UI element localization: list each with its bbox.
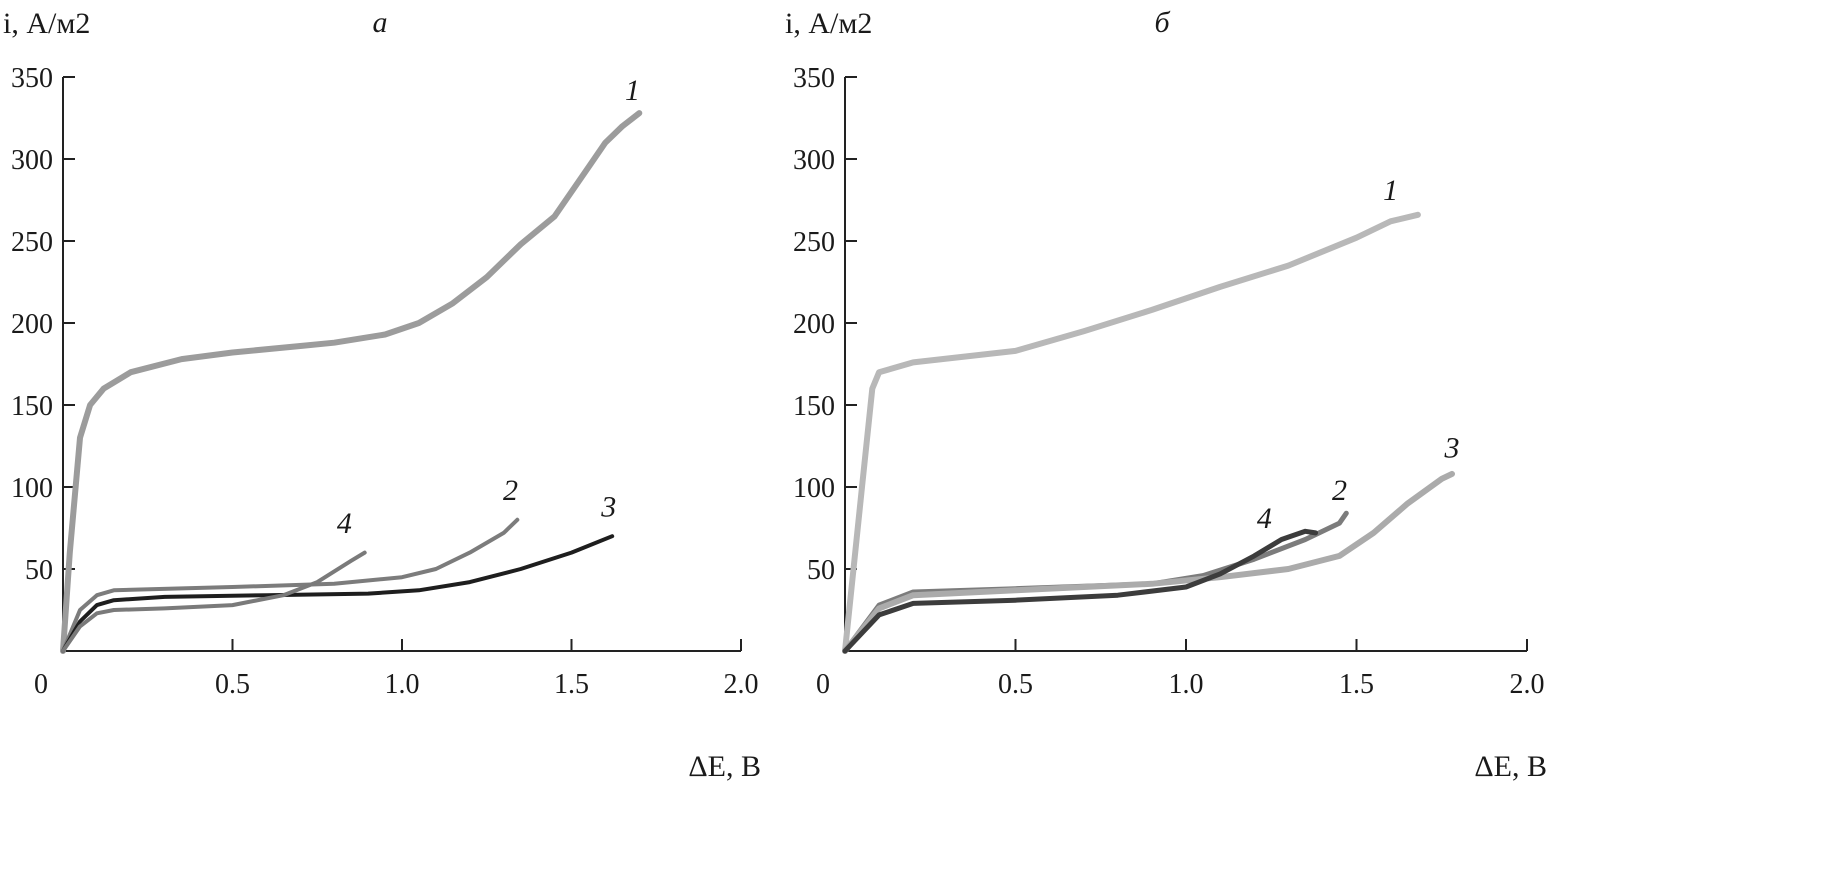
y-tick-label: 350 [793, 63, 835, 94]
series-label-4: 4 [337, 507, 352, 540]
series-line-1 [842, 211, 1421, 654]
panel-title: а [373, 6, 388, 39]
x-tick-label: 0 [34, 669, 48, 700]
y-tick-label: 100 [793, 473, 835, 504]
series-label-3: 3 [600, 491, 616, 524]
x-axis-label: ΔE, В [688, 750, 761, 783]
x-tick-label: 0 [816, 669, 830, 700]
panel-a: 50 100 150 200 250 300 350 0 0.5 1.0 1.5 2.0 а i, А/м… [3, 6, 761, 783]
x-tick-label: 2.0 [724, 669, 759, 700]
y-tick-label: 200 [11, 309, 53, 340]
series-label-3: 3 [1443, 431, 1459, 464]
series-line-4 [842, 528, 1319, 654]
y-tick-label: 250 [793, 227, 835, 258]
y-tick-label: 300 [793, 145, 835, 176]
series-line-1 [60, 110, 643, 654]
series-label-4: 4 [1257, 502, 1272, 535]
series-label-2: 2 [503, 474, 518, 507]
series-line-2 [61, 517, 520, 653]
x-tick-label: 1.5 [554, 669, 589, 700]
x-axis-label: ΔE, В [1474, 750, 1547, 783]
series-label-1: 1 [625, 74, 640, 107]
panel-b: 50 100 150 200 250 300 350 0 0.5 1.0 1.5 2.0 б i, А/м… [785, 6, 1547, 783]
series-line-3 [61, 534, 615, 653]
y-tick-label: 250 [11, 227, 53, 258]
x-tick-label: 1.0 [385, 669, 420, 700]
y-tick-label: 50 [807, 555, 835, 586]
x-tick-label: 1.5 [1339, 669, 1374, 700]
y-tick-label: 200 [793, 309, 835, 340]
y-tick-label: 50 [25, 555, 53, 586]
y-tick-label: 300 [11, 145, 53, 176]
x-tick-label: 0.5 [998, 669, 1033, 700]
y-axis-label: i, А/м2 [785, 7, 872, 40]
y-axis-label: i, А/м2 [3, 7, 90, 40]
y-tick-label: 150 [793, 391, 835, 422]
y-tick-label: 350 [11, 63, 53, 94]
x-tick-label: 2.0 [1510, 669, 1545, 700]
series-label-1: 1 [1383, 174, 1398, 207]
series-label-2: 2 [1332, 474, 1347, 507]
y-tick-label: 150 [11, 391, 53, 422]
x-tick-label: 0.5 [215, 669, 250, 700]
series-line-3 [842, 470, 1455, 654]
series-line-4 [61, 550, 367, 653]
y-tick-label: 100 [11, 473, 53, 504]
x-tick-label: 1.0 [1169, 669, 1204, 700]
panel-title: б [1154, 6, 1170, 39]
